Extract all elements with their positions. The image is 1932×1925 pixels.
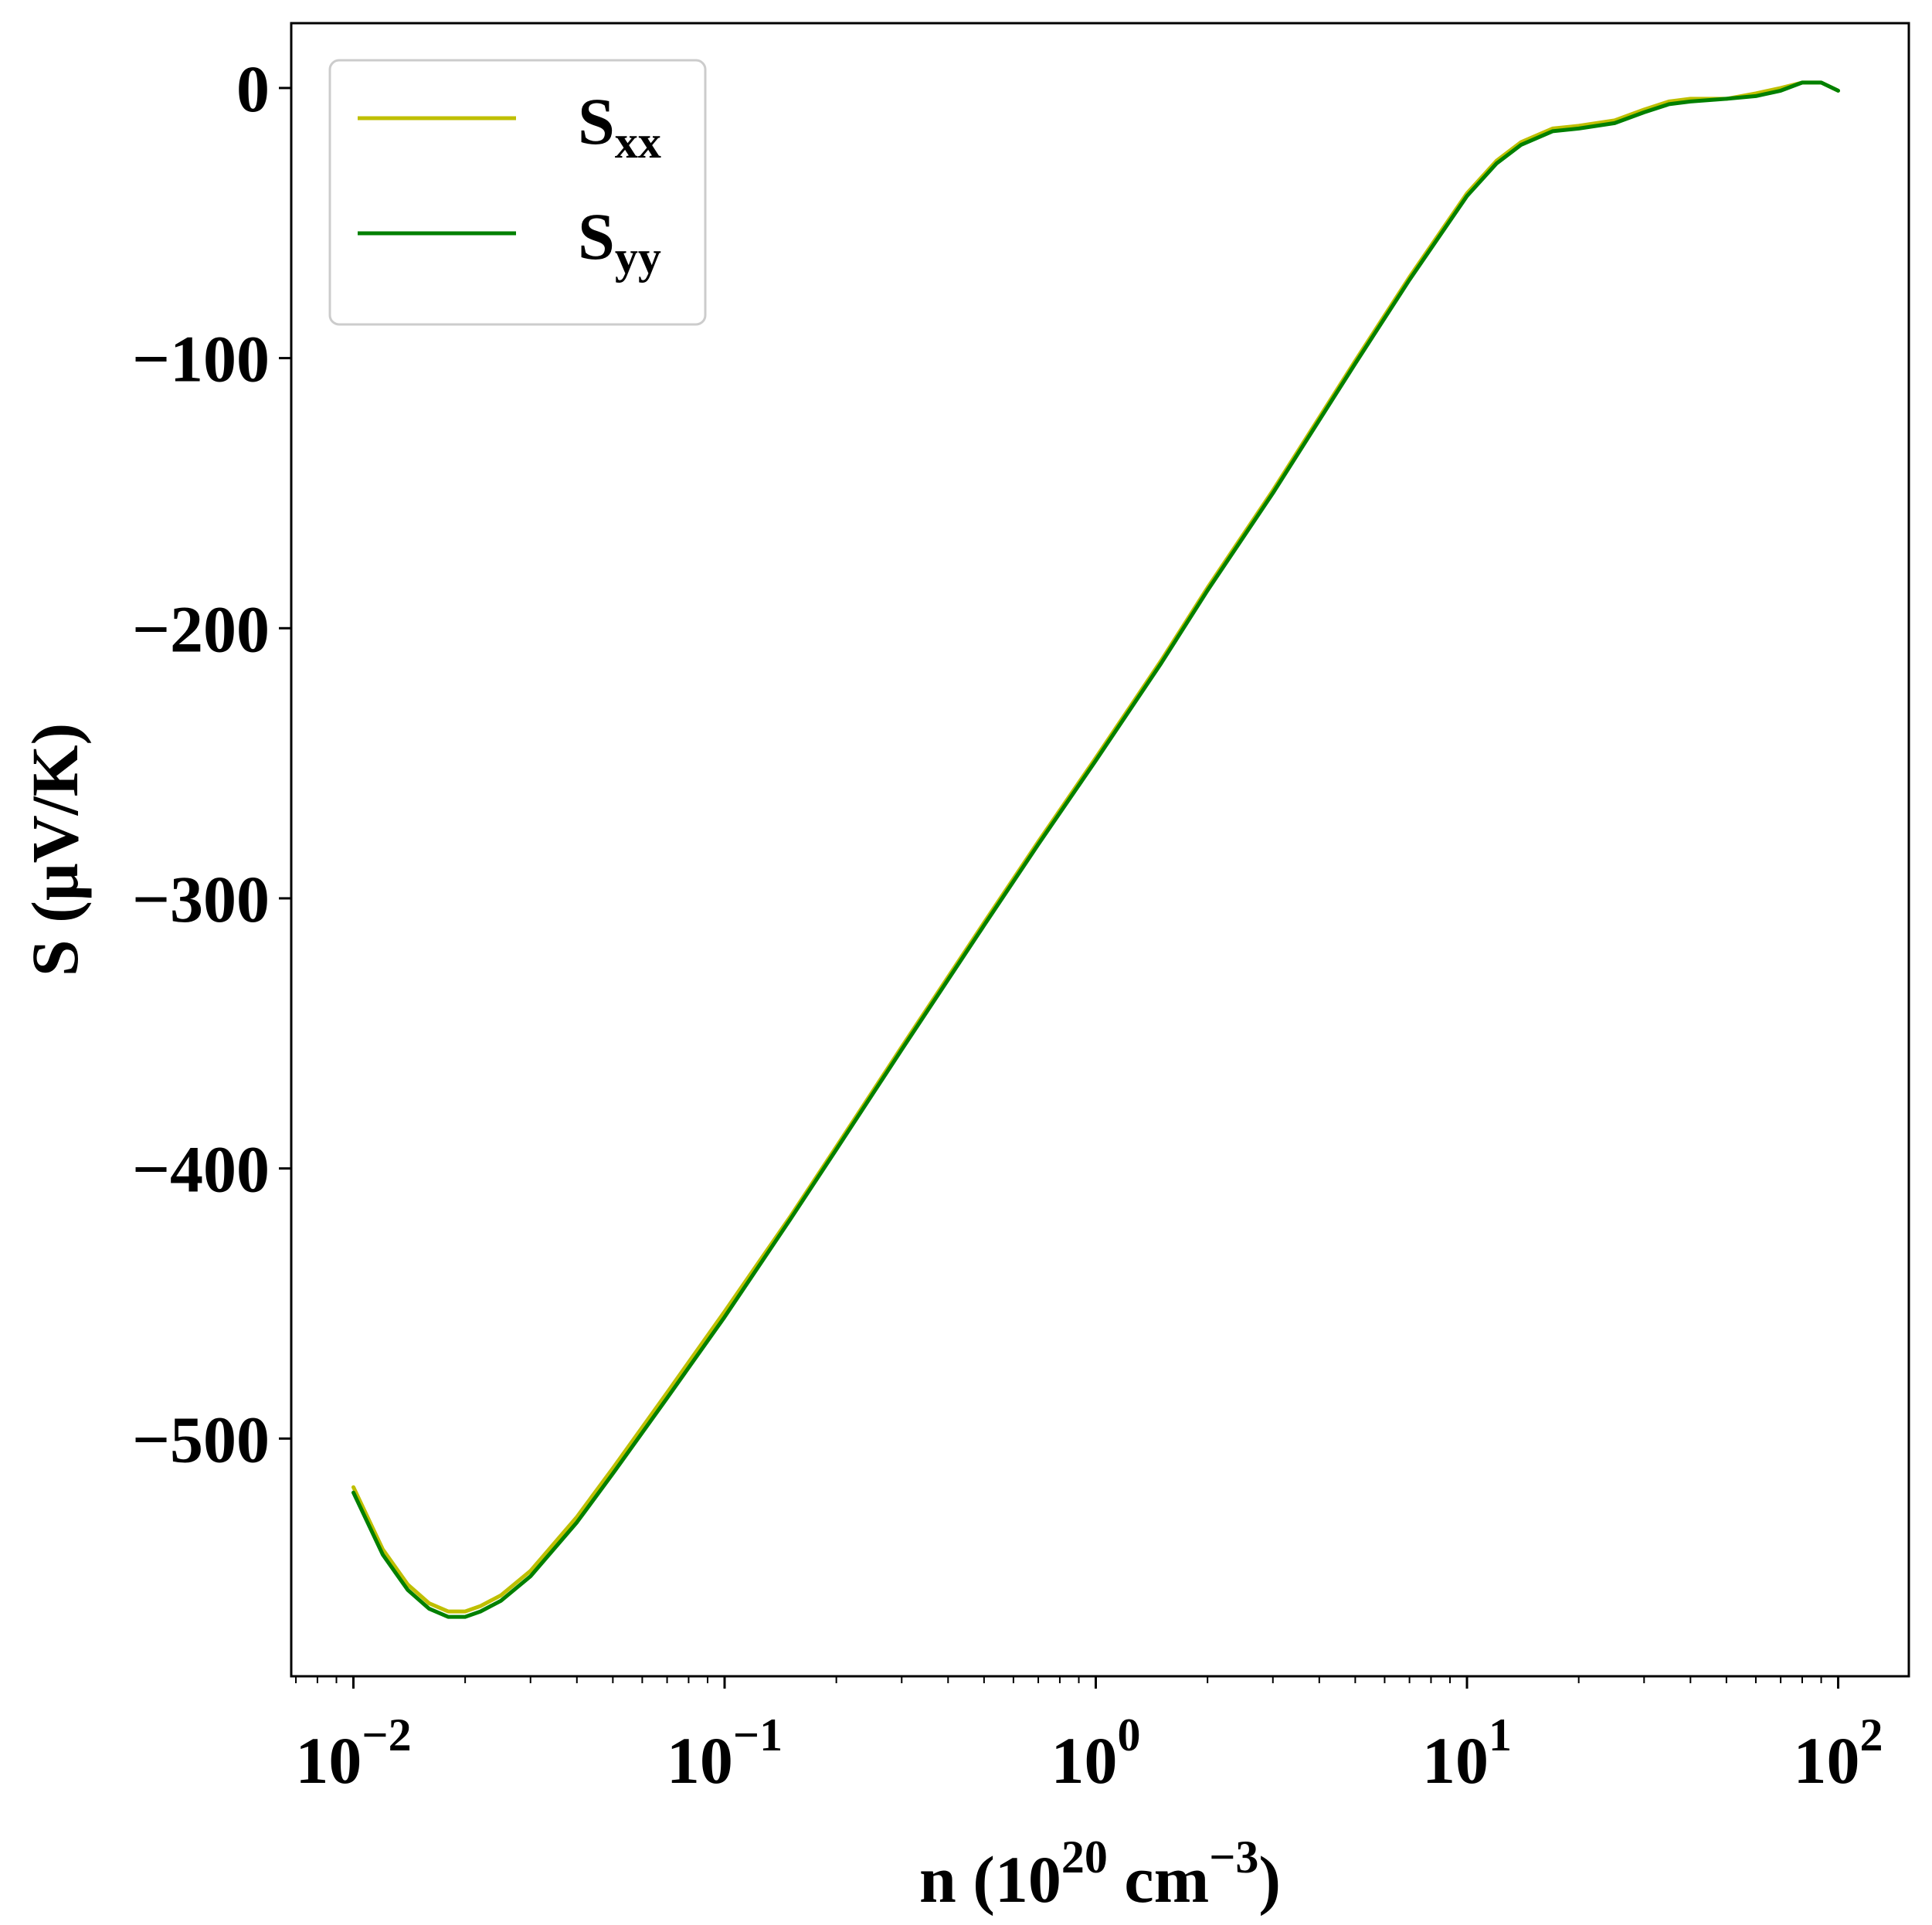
x-tick-label-base: 10 (667, 1723, 733, 1798)
legend-label-sxx-main: S (578, 84, 615, 158)
x-axis-ticks: 10−2 10−1 100 101 102 (295, 1676, 1883, 1798)
y-axis-label: S (μV/K) (18, 723, 92, 976)
x-axis-label-prefix: n (10 (919, 1842, 1061, 1917)
y-tick-label: −100 (132, 322, 270, 396)
x-tick-label: 10−1 (667, 1709, 783, 1798)
legend-frame (328, 59, 707, 326)
series-line-syy (351, 80, 1840, 1619)
x-tick-label-exponent: 1 (1489, 1709, 1512, 1760)
series-layer (351, 80, 1840, 1619)
x-tick-label-base: 10 (1422, 1723, 1489, 1798)
x-axis-label-middle: cm (1108, 1842, 1209, 1917)
legend-label-syy: Syy (578, 199, 661, 283)
legend-label-syy-main: S (578, 199, 615, 273)
x-tick-label: 100 (1051, 1709, 1141, 1798)
x-tick-label-exponent: −1 (733, 1709, 783, 1760)
x-axis-label-sup2: −3 (1209, 1832, 1258, 1883)
x-axis-label-suffix: ) (1258, 1842, 1281, 1917)
y-tick-label: −200 (132, 592, 270, 666)
legend-label-sxx: Sxx (578, 84, 661, 168)
y-tick-label: 0 (236, 52, 270, 126)
x-tick-label-exponent: 0 (1118, 1709, 1141, 1760)
y-tick-label: −400 (132, 1132, 270, 1207)
y-tick-label: −500 (132, 1402, 270, 1476)
y-tick-label: −300 (132, 862, 270, 936)
x-tick-label: 101 (1422, 1709, 1512, 1798)
x-tick-label-base: 10 (1794, 1723, 1860, 1798)
x-axis-label: n (1020 cm−3) (919, 1832, 1281, 1917)
x-axis-label-sup1: 20 (1061, 1832, 1108, 1883)
x-tick-label: 10−2 (295, 1709, 411, 1798)
x-tick-label-exponent: 2 (1860, 1709, 1883, 1760)
x-tick-label-base: 10 (1051, 1723, 1118, 1798)
legend: Sxx Syy (328, 59, 707, 326)
y-axis-ticks: 0 −100 −200 −300 −400 −500 (132, 52, 291, 1476)
x-tick-label-base: 10 (295, 1723, 362, 1798)
legend-label-sxx-sub: xx (615, 117, 661, 168)
x-tick-label: 102 (1794, 1709, 1883, 1798)
legend-label-syy-sub: yy (615, 232, 661, 283)
x-tick-label-exponent: −2 (362, 1709, 411, 1760)
